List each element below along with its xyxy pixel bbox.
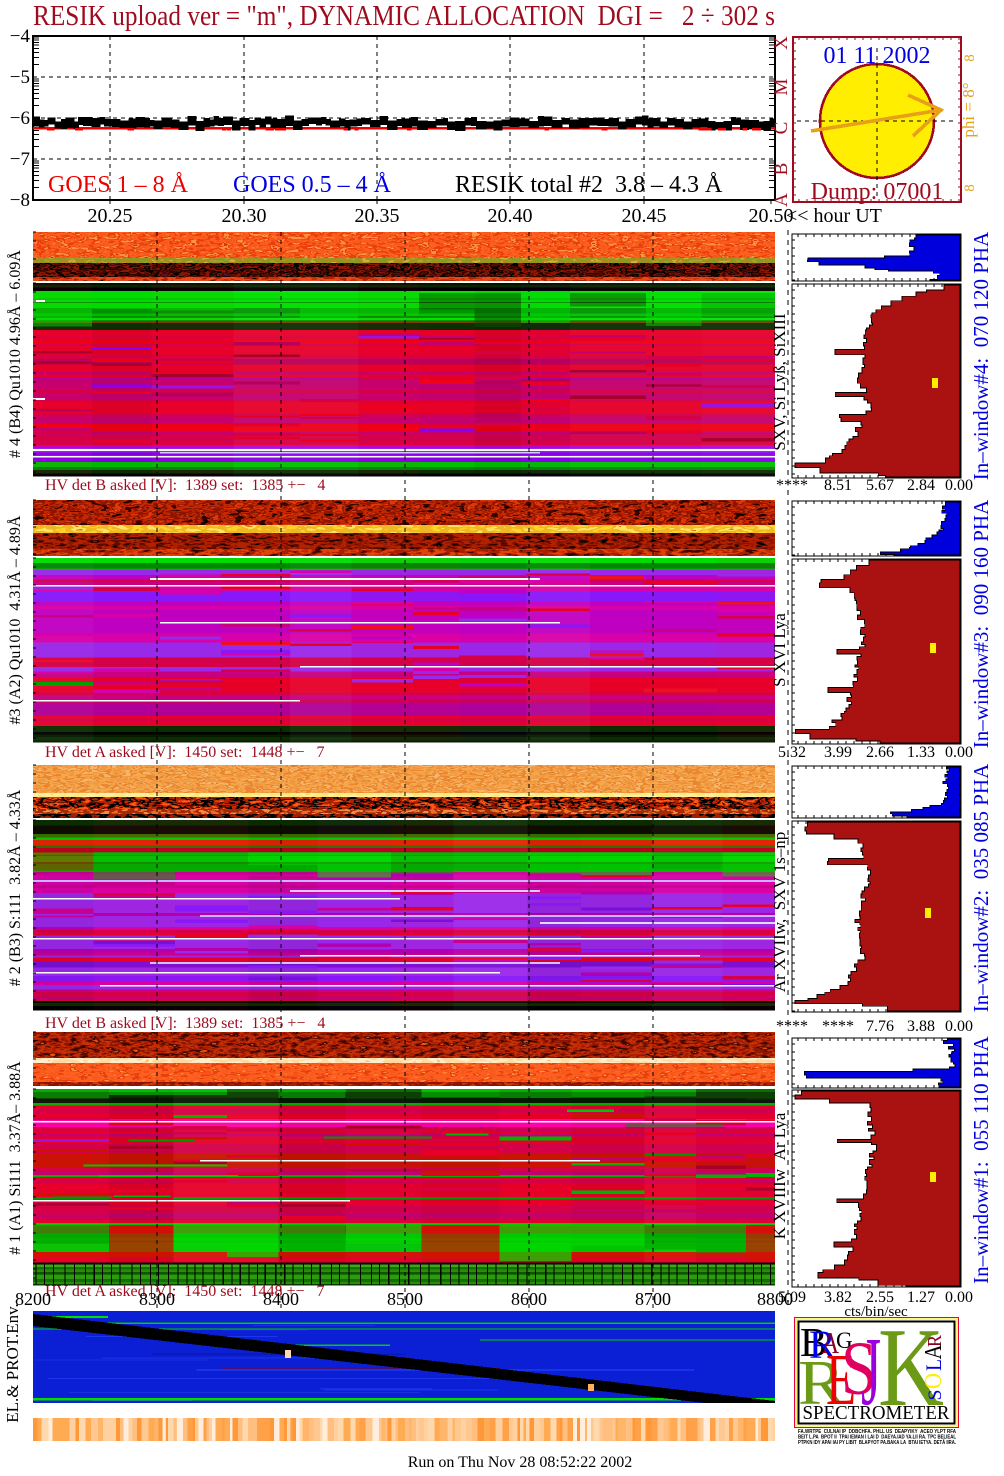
- svg-text:# 2 (B3) S:111 3.82Å – 4.33Å: # 2 (B3) S:111 3.82Å – 4.33Å: [6, 789, 24, 986]
- svg-text:****: ****: [776, 477, 808, 494]
- svg-text:G: G: [836, 1328, 853, 1353]
- svg-text:3.99: 3.99: [824, 744, 852, 761]
- svg-text:7.76: 7.76: [866, 1018, 894, 1035]
- svg-text:HV det A asked [V]: 1450 set:: HV det A asked [V]: 1450 set: 1448 +− 7: [45, 1283, 325, 1300]
- svg-text:8300: 8300: [139, 1289, 175, 1309]
- svg-text:A: A: [771, 193, 792, 207]
- svg-text:R: R: [924, 1334, 946, 1347]
- svg-text:A: A: [822, 1325, 839, 1360]
- svg-text:Ar XVIIw, SXV 1s–np: Ar XVIIw, SXV 1s–np: [770, 832, 789, 993]
- svg-text:A: A: [921, 1344, 947, 1360]
- svg-text:1.33: 1.33: [907, 744, 935, 761]
- svg-text:FA.WRTPE CULNAI IP DDBCHFA.: FA.WRTPE CULNAI IP DDBCHFA. PHLL US DEAP…: [798, 1429, 956, 1435]
- svg-text:8200: 8200: [15, 1289, 51, 1309]
- svg-text:2.55: 2.55: [866, 1289, 894, 1306]
- svg-text:8400: 8400: [263, 1289, 299, 1309]
- svg-text:E: E: [826, 1339, 856, 1420]
- svg-text:In–window#4: 070 120 PHA: In–window#4: 070 120 PHA: [969, 231, 993, 480]
- svg-text:5.09: 5.09: [778, 1289, 806, 1306]
- svg-text:#3 (A2) Qu1010 4.31Å – 4.89Å: #3 (A2) Qu1010 4.31Å – 4.89Å: [6, 515, 24, 724]
- svg-text:−4: −4: [10, 26, 31, 47]
- svg-text:20.50: 20.50: [749, 205, 794, 227]
- svg-text:2.84: 2.84: [907, 477, 935, 494]
- svg-text:R: R: [798, 1347, 845, 1418]
- svg-text:HV det B asked [V]: 1389 set:: HV det B asked [V]: 1389 set: 1385 +− 4: [45, 1015, 325, 1032]
- svg-text:O: O: [921, 1373, 947, 1389]
- svg-text:−8: −8: [10, 190, 30, 211]
- svg-text:****: ****: [776, 1018, 808, 1035]
- svg-text:B: B: [771, 163, 792, 176]
- svg-text:B: B: [800, 1319, 827, 1365]
- svg-text:0.00: 0.00: [945, 744, 973, 761]
- svg-text:8: 8: [962, 54, 978, 62]
- svg-text:8800: 8800: [757, 1289, 793, 1309]
- svg-text:5.67: 5.67: [866, 477, 894, 494]
- svg-text:R: R: [809, 1322, 836, 1367]
- svg-text:S XVI Lya: S XVI Lya: [770, 613, 789, 687]
- svg-text:Run on Thu Nov 28 08:52:22 200: Run on Thu Nov 28 08:52:22 2002: [408, 1454, 633, 1471]
- svg-text:BEIT L.PA BPOT II TPAI IEMAN: BEIT L.PA BPOT II TPAI IEMAN I LAI D DAE…: [798, 1435, 956, 1441]
- svg-text:K: K: [878, 1306, 944, 1430]
- svg-text:3.82: 3.82: [824, 1289, 852, 1306]
- svg-text:5.32: 5.32: [778, 744, 806, 761]
- svg-text:<< hour UT: << hour UT: [786, 205, 882, 227]
- svg-text:# 1 (A1) Si111 3.37Å– 3.88Å: # 1 (A1) Si111 3.37Å– 3.88Å: [6, 1061, 24, 1255]
- svg-text:Dump: 07001: Dump: 07001: [811, 179, 944, 205]
- svg-text:8600: 8600: [511, 1289, 547, 1309]
- svg-text:****: ****: [822, 1018, 854, 1035]
- svg-text:0.00: 0.00: [945, 1289, 973, 1306]
- svg-text:X: X: [771, 36, 792, 50]
- svg-text:L: L: [921, 1359, 946, 1371]
- svg-text:HV det A asked [V]: 1450 set:: HV det A asked [V]: 1450 set: 1448 +− 7: [45, 744, 325, 761]
- svg-text:01 11 2002: 01 11 2002: [823, 43, 930, 69]
- svg-text:20.45: 20.45: [622, 205, 667, 227]
- svg-text:8700: 8700: [635, 1289, 671, 1309]
- svg-text:In–window#1: 055 110 PHA: In–window#1: 055 110 PHA: [969, 1035, 993, 1284]
- svg-text:2.66: 2.66: [866, 744, 894, 761]
- svg-text:M: M: [771, 78, 792, 95]
- svg-text:S: S: [841, 1327, 877, 1411]
- svg-text:8500: 8500: [387, 1289, 423, 1309]
- svg-text:20.30: 20.30: [222, 205, 267, 227]
- svg-text:1.27: 1.27: [907, 1289, 935, 1306]
- svg-text:EL.& PROT.Env.: EL.& PROT.Env.: [3, 1303, 22, 1422]
- svg-text:In–window#3: 090 160 PHA: In–window#3: 090 160 PHA: [969, 499, 993, 748]
- svg-text:PTPKN IDY APAI IAI PY LIBIT B: PTPKN IDY APAI IAI PY LIBIT BLAPYOT PA.B…: [798, 1439, 956, 1446]
- svg-text:C: C: [771, 122, 792, 135]
- svg-text:SPECTROMETER: SPECTROMETER: [803, 1402, 950, 1424]
- svg-text:K XVIIIw Ar Lya: K XVIIIw Ar Lya: [770, 1112, 789, 1239]
- svg-text:20.35: 20.35: [355, 205, 400, 227]
- svg-text:RESIK upload ver = "m", DYNAMI: RESIK upload ver = "m", DYNAMIC ALLOCATI…: [33, 1, 775, 32]
- svg-text:GOES 1 – 8 Å: GOES 1 – 8 Å: [48, 172, 189, 198]
- svg-text:J: J: [861, 1318, 881, 1425]
- svg-text:20.25: 20.25: [88, 205, 133, 227]
- svg-text:GOES 0.5 – 4 Å: GOES 0.5 – 4 Å: [233, 172, 392, 198]
- svg-text:8.51: 8.51: [824, 477, 852, 494]
- svg-text:RESIK total #2 3.8 – 4.3 Å: RESIK total #2 3.8 – 4.3 Å: [455, 172, 723, 198]
- svg-text:0.00: 0.00: [945, 1018, 973, 1035]
- svg-text:−7: −7: [10, 149, 30, 170]
- svg-text:−5: −5: [10, 67, 30, 88]
- svg-text:HV det B asked [V]: 1389 set:: HV det B asked [V]: 1389 set: 1385 +− 4: [45, 477, 325, 494]
- svg-text:8: 8: [962, 184, 978, 192]
- svg-text:20.40: 20.40: [488, 205, 533, 227]
- svg-text:3.88: 3.88: [907, 1018, 935, 1035]
- svg-text:cts/bin/sec: cts/bin/sec: [844, 1304, 908, 1320]
- svg-text:phi = 8°: phi = 8°: [959, 82, 978, 137]
- svg-text:0.00: 0.00: [945, 477, 973, 494]
- svg-text:S: S: [925, 1390, 946, 1401]
- svg-text:# 4 (B4) Qu1010 4.96Å – 6.09Å: # 4 (B4) Qu1010 4.96Å – 6.09Å: [6, 250, 24, 458]
- svg-text:−6: −6: [10, 108, 30, 129]
- svg-text:SXV, Si Lyß, SiXIII: SXV, Si Lyß, SiXIII: [770, 313, 789, 450]
- svg-text:In–window#2: 035 085 PHA: In–window#2: 035 085 PHA: [969, 763, 993, 1012]
